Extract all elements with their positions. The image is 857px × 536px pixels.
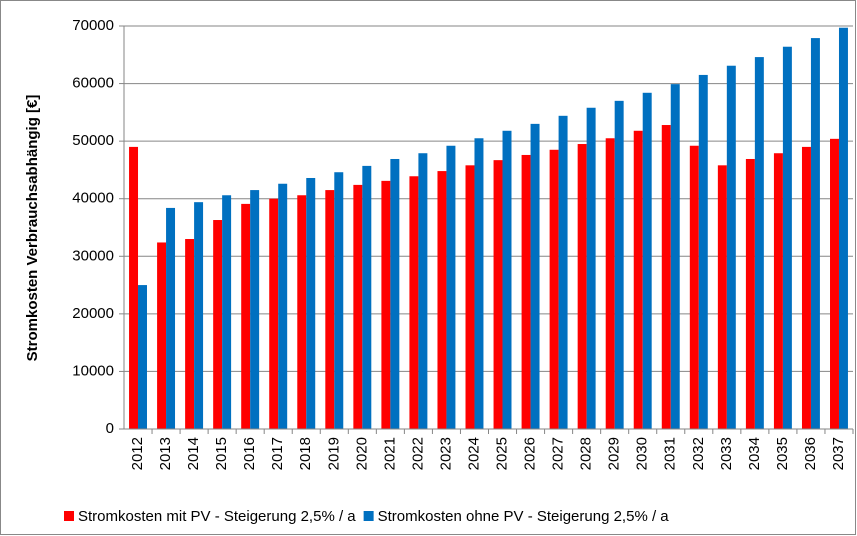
- bar: [157, 242, 167, 429]
- x-tick-label: 2017: [269, 437, 286, 470]
- y-tick-label: 60000: [72, 75, 114, 92]
- y-tick-label: 70000: [72, 17, 114, 34]
- bar: [166, 207, 176, 429]
- x-tick-label: 2015: [213, 437, 230, 470]
- x-tick-label: 2025: [493, 437, 510, 470]
- x-tick-label: 2032: [690, 437, 707, 470]
- bar: [502, 130, 512, 429]
- bar: [474, 138, 484, 429]
- bar: [325, 190, 335, 429]
- bar: [213, 220, 223, 429]
- x-tick-label: 2029: [606, 437, 623, 470]
- bar: [773, 153, 783, 430]
- bar: [698, 74, 708, 429]
- legend-swatch: [64, 511, 74, 521]
- bar: [409, 176, 419, 429]
- x-tick-label: 2026: [522, 437, 539, 470]
- bar: [129, 146, 139, 429]
- bar: [138, 285, 147, 429]
- bar: [269, 198, 279, 429]
- x-tick-label: 2037: [830, 437, 847, 470]
- x-tick-label: 2014: [185, 437, 202, 470]
- x-tick-label: 2030: [634, 437, 651, 470]
- bar: [838, 27, 848, 429]
- x-tick-label: 2031: [662, 437, 679, 470]
- bar: [362, 165, 372, 430]
- bar: [241, 203, 251, 429]
- x-tick-label: 2022: [409, 437, 426, 470]
- bar: [194, 202, 204, 429]
- y-tick-label: 0: [106, 420, 114, 437]
- bar: [381, 180, 391, 429]
- bar: [670, 84, 680, 429]
- legend-label: Stromkosten mit PV - Steigerung 2,5% / a: [78, 508, 356, 525]
- y-axis-title: Stromkosten Verbrauchsabhängig [€]: [24, 95, 41, 362]
- x-tick-label: 2019: [325, 437, 342, 470]
- x-tick-label: 2016: [241, 437, 258, 470]
- y-tick-label: 50000: [72, 132, 114, 149]
- bar: [306, 177, 316, 429]
- bar: [801, 146, 811, 429]
- x-tick-label: 2023: [437, 437, 454, 470]
- bar: [614, 100, 624, 429]
- x-tick-label: 2027: [550, 437, 567, 470]
- bar: [390, 158, 400, 430]
- y-tick-label: 40000: [72, 190, 114, 207]
- bar: [577, 144, 587, 429]
- y-tick-label: 10000: [72, 362, 114, 379]
- bar: [278, 183, 288, 429]
- bar: [549, 149, 559, 429]
- x-tick-label: 2033: [718, 437, 735, 470]
- bar: [726, 65, 736, 429]
- legend-swatch: [363, 511, 374, 521]
- x-tick-label: 2036: [802, 437, 819, 470]
- bar: [297, 195, 307, 429]
- x-tick-label: 2012: [129, 437, 146, 470]
- bar: [437, 171, 447, 429]
- x-tick-label: 2021: [381, 437, 398, 470]
- bar: [418, 153, 428, 430]
- bar: [250, 190, 260, 429]
- bar: [446, 145, 456, 429]
- y-tick-label: 30000: [72, 247, 114, 264]
- bar: [810, 38, 820, 430]
- bar: [830, 138, 839, 429]
- bar: [642, 92, 652, 429]
- x-tick-label: 2018: [297, 437, 314, 470]
- legend-label: Stromkosten ohne PV - Steigerung 2,5% / …: [378, 508, 670, 525]
- bar: [661, 125, 671, 429]
- y-tick-label: 20000: [72, 305, 114, 322]
- bar: [633, 130, 643, 429]
- bar: [521, 154, 531, 429]
- bar: [605, 138, 615, 429]
- bar: [717, 165, 727, 429]
- bar: [745, 158, 755, 430]
- bar: [353, 184, 363, 429]
- x-tick-label: 2028: [578, 437, 595, 470]
- bar: [493, 160, 503, 430]
- bar: [465, 165, 475, 429]
- bar: [185, 239, 195, 429]
- x-tick-label: 2024: [465, 437, 482, 470]
- bar: [689, 145, 699, 429]
- bar: [222, 195, 232, 429]
- bar: [754, 57, 764, 430]
- x-tick-label: 2035: [774, 437, 791, 470]
- bar: [334, 172, 344, 429]
- bar: [782, 46, 792, 430]
- x-tick-label: 2034: [746, 437, 763, 470]
- x-tick-label: 2013: [157, 437, 174, 470]
- x-tick-label: 2020: [353, 437, 370, 470]
- bar: [558, 115, 568, 429]
- bar: [586, 107, 596, 429]
- bar: [530, 123, 540, 429]
